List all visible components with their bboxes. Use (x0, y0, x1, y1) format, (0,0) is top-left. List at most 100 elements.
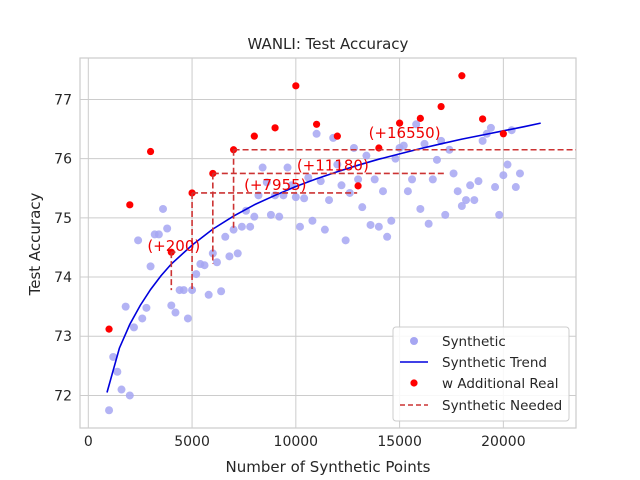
synthetic-point (129, 323, 138, 332)
synthetic-point (266, 210, 275, 219)
synthetic-point (171, 308, 180, 317)
synthetic-point (109, 352, 118, 361)
annotation-label: (+11180) (297, 156, 369, 174)
synthetic-point (491, 183, 500, 192)
synthetic-point (474, 177, 483, 186)
synthetic-point (300, 194, 309, 203)
synthetic-point (208, 249, 217, 258)
annotation-label: (+16550) (369, 124, 441, 142)
synthetic-point (337, 181, 346, 190)
synthetic-point (408, 175, 417, 184)
real-point (437, 102, 445, 111)
synthetic-point (325, 196, 334, 205)
real-point (229, 146, 238, 154)
synthetic-point (275, 212, 284, 221)
synthetic-point (167, 301, 176, 310)
synthetic-point (378, 187, 387, 196)
annotation-label: (+200) (147, 237, 200, 255)
synthetic-point (295, 222, 304, 231)
synthetic-point (370, 175, 379, 184)
synthetic-point (432, 155, 441, 164)
synthetic-point (308, 216, 317, 225)
legend-needed-label: Synthetic Needed (442, 398, 562, 414)
synthetic-point (105, 406, 114, 415)
synthetic-point (403, 187, 412, 196)
synthetic-point (453, 187, 462, 196)
synthetic-point (349, 143, 358, 152)
synthetic-point (217, 287, 226, 296)
legend-real-label: w Additional Real (442, 376, 559, 392)
legend-frame (392, 326, 570, 422)
y-tick-label: 76 (54, 152, 72, 168)
real-point (271, 124, 279, 132)
legend-real-marker (410, 379, 418, 387)
real-point (312, 120, 321, 128)
synthetic-point (341, 236, 350, 245)
x-tick-label: 10000 (274, 434, 319, 450)
synthetic-point (183, 314, 192, 323)
synthetic-point (495, 210, 504, 219)
synthetic-point (212, 258, 221, 267)
annotation-label: (+7955) (244, 176, 306, 194)
x-tick-label: 5000 (174, 434, 210, 450)
synthetic-point (387, 216, 396, 225)
synthetic-point (134, 236, 143, 245)
synthetic-point (233, 249, 242, 258)
synthetic-point (366, 220, 375, 229)
legend-synthetic-label: Synthetic (442, 334, 506, 350)
legend-synthetic-marker (410, 337, 418, 345)
y-tick-label: 72 (54, 388, 72, 404)
synthetic-point (333, 160, 342, 169)
synthetic-point (138, 314, 147, 323)
synthetic-point (246, 222, 255, 231)
synthetic-point (291, 193, 300, 202)
synthetic-point (486, 123, 495, 132)
x-tick-label: 0 (84, 434, 93, 450)
y-axis-title: Test Accuracy (26, 192, 44, 296)
synthetic-point (424, 219, 433, 228)
synthetic-point (221, 232, 230, 241)
synthetic-point (146, 262, 155, 271)
synthetic-point (412, 120, 421, 129)
real-point (146, 147, 155, 156)
synthetic-point (163, 224, 172, 233)
synthetic-point (188, 286, 197, 295)
real-point (188, 189, 196, 197)
synthetic-point (237, 222, 246, 231)
synthetic-point (179, 286, 188, 295)
real-point (126, 201, 134, 209)
synthetic-point (154, 230, 163, 239)
synthetic-point (200, 261, 209, 270)
synthetic-point (457, 202, 466, 210)
real-point (105, 325, 113, 333)
synthetic-point (320, 225, 329, 234)
synthetic-point (391, 154, 400, 163)
x-tick-label: 20000 (481, 434, 526, 450)
synthetic-point (192, 270, 201, 279)
synthetic-point (250, 212, 259, 221)
synthetic-point (515, 169, 524, 178)
synthetic-point (503, 160, 512, 169)
synthetic-point (229, 225, 238, 234)
synthetic-point (283, 163, 292, 172)
synthetic-point (466, 181, 475, 190)
y-tick-label: 77 (54, 92, 72, 108)
synthetic-point (142, 303, 151, 312)
synthetic-point (204, 290, 213, 299)
annotations: (+200) (+7955) (+11180)(+16550) (147, 124, 576, 291)
y-tick-label: 75 (54, 211, 72, 227)
y-tick-label: 73 (54, 329, 72, 345)
real-point (458, 72, 466, 80)
synthetic-point (383, 232, 392, 241)
chart-title: WANLI: Test Accuracy (248, 35, 409, 53)
synthetic-point (441, 210, 450, 219)
synthetic-point (362, 151, 371, 160)
synthetic-point (312, 129, 321, 138)
real-point (250, 132, 258, 140)
y-tick-label: 74 (54, 270, 72, 286)
synthetic-point (258, 163, 267, 172)
legend: Synthetic Synthetic Trend w Additional R… (392, 326, 570, 422)
synthetic-point (262, 178, 271, 187)
synthetic-point (445, 145, 454, 154)
